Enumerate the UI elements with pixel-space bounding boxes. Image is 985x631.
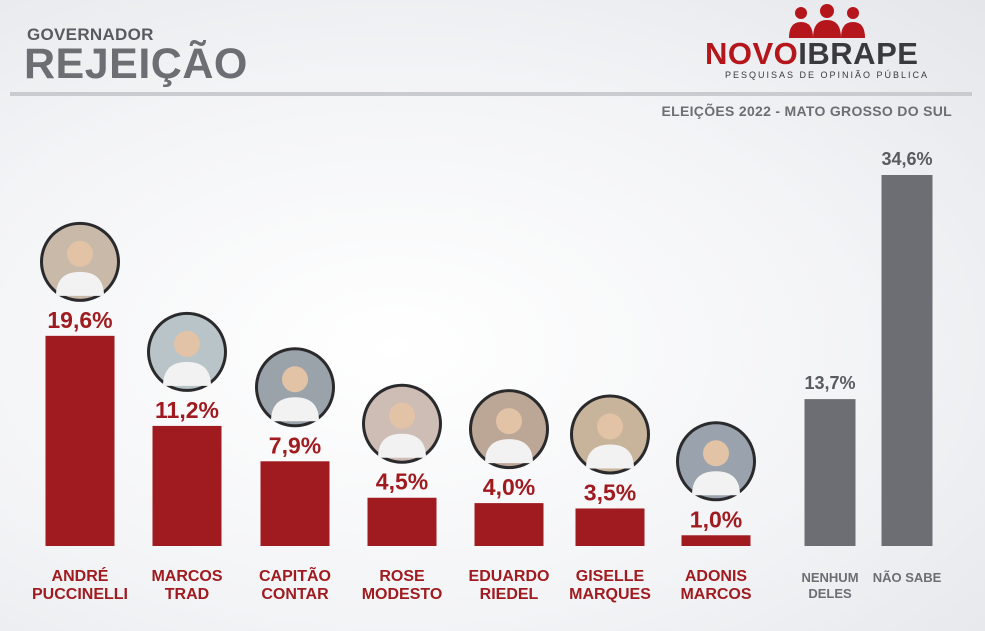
candidate-photo-6 — [570, 394, 650, 475]
candidate-photo-4 — [362, 383, 442, 464]
category-label-2-line-2: TRAD — [165, 586, 209, 603]
category-label-7-line-1: ADONIS — [685, 568, 748, 585]
logo-brand-novo: NOVO — [705, 36, 799, 71]
bar-4 — [367, 497, 437, 546]
logo-tagline: PESQUISAS DE OPINIÃO PÚBLICA — [725, 70, 930, 80]
logo-brand-ibrape: IBRAPE — [798, 36, 919, 71]
novo-ibrape-logo: NOVOIBRAPE PESQUISAS DE OPINIÃO PÚBLICA — [705, 4, 950, 84]
people-group-icon — [789, 4, 865, 38]
bar-7 — [681, 535, 751, 546]
value-label-4: 4,5% — [376, 469, 428, 495]
category-label-5-line-2: RIEDEL — [480, 586, 539, 603]
category-label-4-line-2: MODESTO — [362, 586, 443, 603]
bar-6 — [575, 508, 645, 546]
category-label-2-line-1: MARCOS — [151, 568, 222, 585]
candidate-photo-3 — [255, 347, 335, 428]
candidate-photo-2 — [147, 311, 227, 392]
category-label-3-line-2: CONTAR — [261, 586, 329, 603]
value-label-7: 1,0% — [690, 506, 742, 532]
category-label-8-line-2: DELES — [808, 586, 852, 601]
value-label-3: 7,9% — [269, 432, 321, 458]
category-label-6-line-2: MARQUES — [569, 586, 651, 603]
value-label-5: 4,0% — [483, 474, 535, 500]
category-label-1-line-1: ANDRÉ — [52, 566, 109, 585]
candidate-photo-5 — [469, 389, 549, 470]
category-label-3-line-1: CAPITÃO — [259, 565, 331, 585]
value-label-6: 3,5% — [584, 479, 636, 505]
category-label-6-line-1: GISELLE — [576, 568, 645, 585]
category-label-9-line-1: NÃO SABE — [873, 570, 942, 585]
election-caption: ELEIÇÕES 2022 - MATO GROSSO DO SUL — [661, 103, 952, 119]
bar-2 — [152, 425, 222, 546]
category-label-8-line-1: NENHUM — [801, 570, 858, 585]
candidate-photo-1 — [40, 221, 120, 302]
category-label-1-line-2: PUCCINELLI — [32, 586, 128, 603]
category-label-5-line-1: EDUARDO — [469, 568, 550, 585]
value-label-2: 11,2% — [155, 397, 219, 423]
logo-wordmark: NOVOIBRAPE — [705, 36, 918, 72]
value-label-8: 13,7% — [804, 373, 855, 393]
category-label-7-line-2: MARCOS — [680, 586, 751, 603]
chart-subtitle: GOVERNADOR — [27, 25, 154, 44]
bar-9 — [881, 175, 933, 546]
category-label-4-line-1: ROSE — [379, 568, 425, 585]
bar-5 — [474, 503, 544, 546]
header-divider — [10, 92, 972, 96]
bar-8 — [804, 399, 856, 546]
bar-1 — [45, 335, 115, 546]
value-label-9: 34,6% — [881, 149, 932, 169]
chart-title: REJEIÇÃO — [24, 40, 248, 88]
candidate-photo-7 — [676, 421, 756, 502]
bar-3 — [260, 461, 330, 546]
value-label-1: 19,6% — [47, 307, 112, 333]
